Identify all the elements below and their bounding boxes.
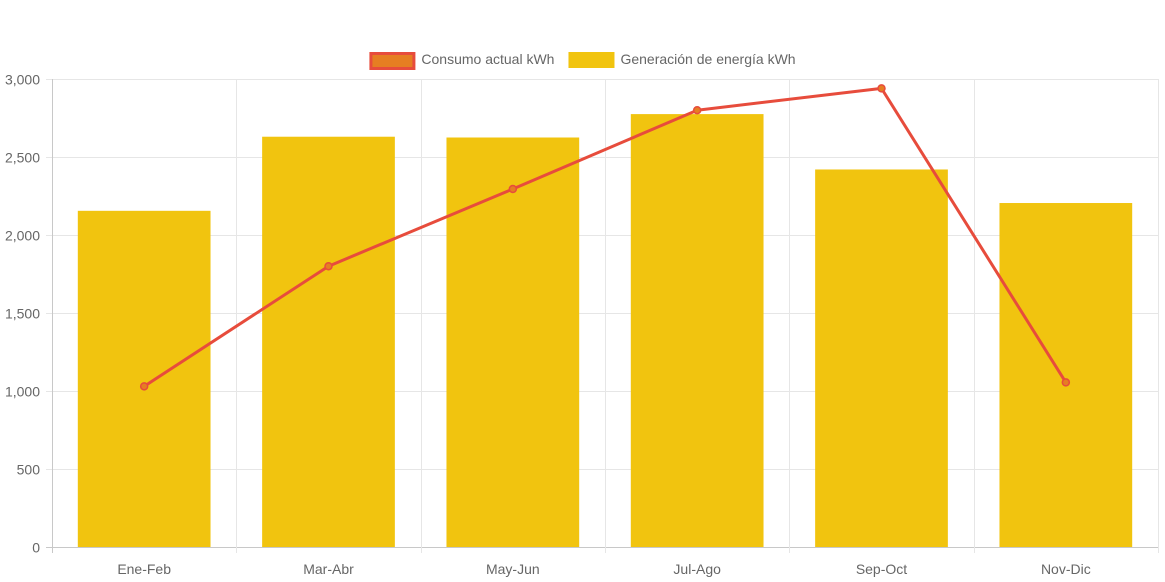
y-tick-label: 0 [32,540,40,556]
legend-swatch-consumption [369,52,416,70]
generation-bar[interactable] [77,210,211,547]
consumption-point[interactable] [324,261,333,271]
generation-bar[interactable] [999,203,1133,547]
chart-grid [46,79,1159,553]
x-tick-label: Ene-Feb [117,561,171,577]
bar-series [77,114,1133,548]
generation-bar[interactable] [446,137,580,548]
x-tick-label: May-Jun [486,561,540,577]
consumption-point[interactable] [692,105,702,115]
chart-legend: Consumo actual kWh Generación de energía … [369,51,796,70]
x-tick-label: Nov-Dic [1041,561,1091,577]
legend-item[interactable]: Generación de energía kWh [568,51,796,68]
y-tick-label: 2,500 [5,150,40,166]
legend-label: Generación de energía kWh [620,51,795,67]
consumption-point[interactable] [139,382,149,391]
legend-item[interactable]: Consumo actual kWh [369,51,555,70]
consumption-point[interactable] [508,184,518,194]
chart-axes: 0 500 1,000 1,500 2,000 2,500 3,000 Ene-Feb Mar-… [5,72,1091,578]
consumption-point[interactable] [877,84,886,93]
x-tick-label: Mar-Abr [303,561,354,577]
y-tick-label: 500 [17,462,41,478]
generation-bar[interactable] [262,136,395,547]
y-tick-label: 2,000 [5,228,40,244]
generation-bar[interactable] [815,169,948,548]
y-tick-label: 1,000 [5,384,40,400]
line-series [139,84,1071,391]
y-tick-label: 1,500 [5,306,40,322]
y-tick-label: 3,000 [5,72,40,88]
generation-bar[interactable] [630,114,764,547]
consumption-line [143,86,1068,388]
legend-swatch-generation [568,52,615,68]
consumption-point[interactable] [1061,378,1071,387]
x-tick-label: Jul-Ago [673,561,721,577]
x-tick-label: Sep-Oct [856,561,907,577]
legend-label: Consumo actual kWh [421,51,554,67]
